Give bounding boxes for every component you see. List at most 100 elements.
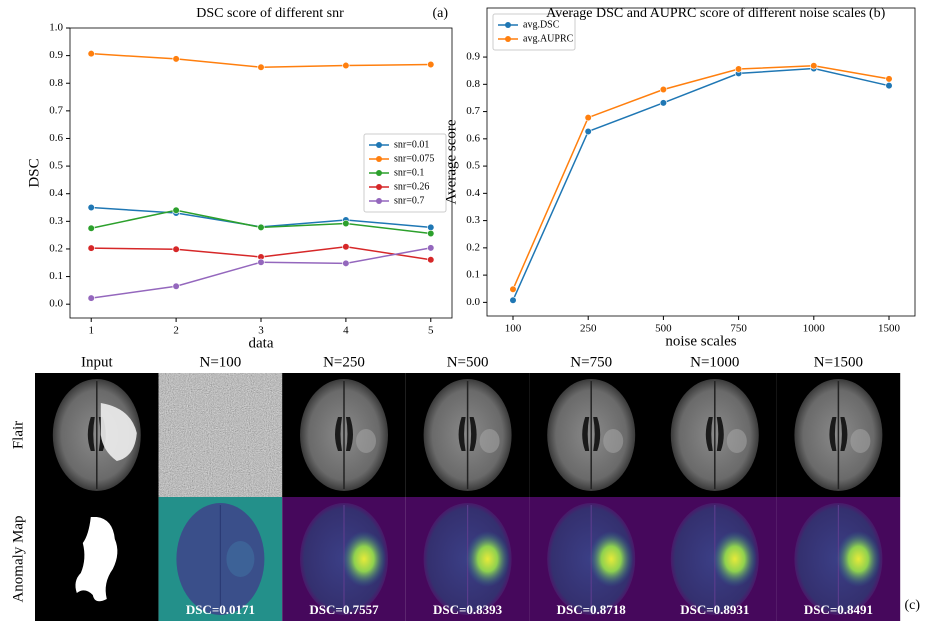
ventricle xyxy=(582,417,601,451)
x-tick-label: 750 xyxy=(730,323,747,335)
point xyxy=(172,282,180,290)
point xyxy=(87,244,95,252)
column-title: N=750 xyxy=(570,354,612,370)
anomaly-blob xyxy=(226,541,255,577)
panel-label: (b) xyxy=(869,6,886,21)
point xyxy=(659,99,668,107)
image-cell: DSC=0.8931 xyxy=(653,497,777,621)
point xyxy=(885,82,893,90)
legend-label: snr=0.075 xyxy=(394,153,434,164)
lesion xyxy=(603,429,624,453)
anomaly-blob xyxy=(589,531,634,587)
mask xyxy=(75,517,118,602)
y-tick-label: 0.6 xyxy=(49,132,63,144)
image-cell xyxy=(35,497,159,621)
y-tick-label: 0.2 xyxy=(466,241,480,253)
y-tick-label: 0.8 xyxy=(466,78,480,90)
image-cell: DSC=0.8393 xyxy=(405,497,530,621)
x-tick-label: 1000 xyxy=(803,323,826,335)
ventricle xyxy=(335,417,353,451)
chart-title: DSC score of different snr xyxy=(196,6,344,21)
point xyxy=(810,62,818,70)
legend-marker xyxy=(376,184,382,190)
point xyxy=(87,50,95,58)
point xyxy=(257,223,265,232)
dsc-label: DSC=0.8393 xyxy=(433,602,503,617)
panel-label: (a) xyxy=(432,6,448,21)
image-cell xyxy=(282,373,406,497)
y-tick-label: 0.5 xyxy=(466,160,480,172)
image-cell: DSC=0.8718 xyxy=(529,497,653,621)
legend-marker xyxy=(376,170,382,176)
column-title: N=1000 xyxy=(690,354,739,370)
anomaly-blob xyxy=(836,531,881,587)
point xyxy=(257,258,265,266)
anomaly-blob xyxy=(712,531,757,587)
image-cell xyxy=(653,373,777,497)
series-line xyxy=(512,67,890,301)
point xyxy=(172,206,180,214)
ventricle xyxy=(829,417,848,451)
y-tick-label: 0.4 xyxy=(466,187,480,199)
point xyxy=(659,85,668,94)
x-tick-label: 1500 xyxy=(878,323,901,335)
x-tick-label: 2 xyxy=(173,325,179,337)
noise-image xyxy=(158,373,283,497)
image-cell xyxy=(405,373,530,497)
y-tick-label: 0.6 xyxy=(466,132,480,144)
image-cell xyxy=(776,373,901,497)
anomaly-blob xyxy=(342,531,386,587)
y-tick-label: 0.1 xyxy=(49,270,63,282)
point xyxy=(734,65,743,73)
anomaly-blob xyxy=(465,531,510,587)
y-axis-label: DSC xyxy=(26,158,42,187)
legend-marker xyxy=(376,198,382,204)
x-tick-label: 4 xyxy=(343,325,349,337)
point xyxy=(427,223,435,232)
y-axis-label: Average score xyxy=(443,119,459,204)
lesion xyxy=(479,429,500,453)
point xyxy=(342,243,350,251)
legend-label: snr=0.1 xyxy=(394,167,424,178)
point xyxy=(427,244,435,252)
column-title: N=100 xyxy=(200,354,242,370)
column-title: N=500 xyxy=(447,354,489,370)
y-tick-label: 0.7 xyxy=(49,104,63,116)
lesion xyxy=(356,429,376,453)
point xyxy=(342,61,350,70)
point xyxy=(509,285,517,293)
point xyxy=(509,296,517,304)
image-cell xyxy=(529,373,653,497)
panel-label: (c) xyxy=(904,598,920,613)
lesion xyxy=(726,429,747,453)
y-tick-label: 0.2 xyxy=(49,242,63,254)
point xyxy=(257,63,265,71)
y-tick-label: 0.7 xyxy=(466,105,480,117)
legend-label: avg.DSC xyxy=(523,19,560,30)
legend-box xyxy=(492,13,576,51)
y-tick-label: 0.0 xyxy=(466,296,480,308)
legend-box xyxy=(363,133,447,213)
ventricle xyxy=(458,417,477,451)
point xyxy=(427,60,435,69)
y-tick-label: 0.8 xyxy=(49,77,63,89)
series-line xyxy=(512,65,890,290)
point xyxy=(427,229,435,238)
x-tick-label: 1 xyxy=(88,325,94,337)
image-cell xyxy=(35,373,159,497)
y-tick-label: 0.0 xyxy=(49,298,63,310)
y-tick-label: 0.3 xyxy=(466,214,480,226)
x-axis-label: noise scales xyxy=(665,333,736,349)
column-title: N=250 xyxy=(323,354,365,370)
x-axis-label: data xyxy=(249,335,274,351)
legend-marker xyxy=(505,22,511,28)
y-tick-label: 0.3 xyxy=(49,215,63,227)
lesion xyxy=(850,429,871,453)
x-tick-label: 5 xyxy=(428,325,434,337)
image-cell: DSC=0.8491 xyxy=(776,497,901,621)
row-title: Anomaly Map xyxy=(10,515,26,602)
point xyxy=(584,113,592,122)
y-tick-label: 0.9 xyxy=(466,51,480,63)
point xyxy=(87,294,95,302)
